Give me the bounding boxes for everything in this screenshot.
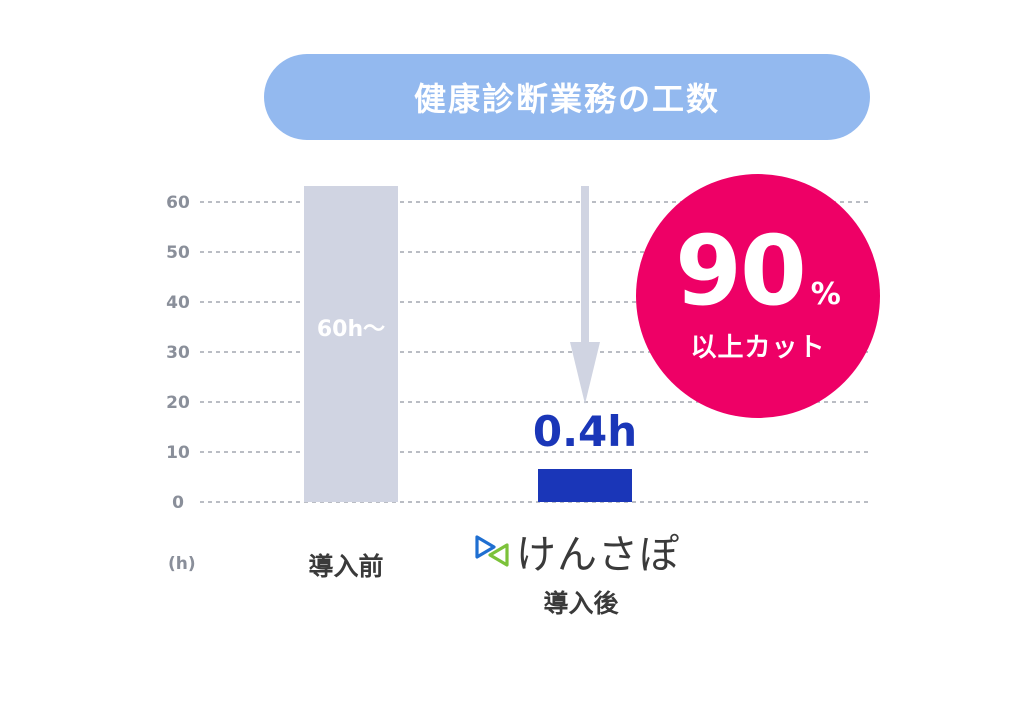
y-tick-label: 10 xyxy=(166,443,190,463)
kensapo-logo: けんさぽ xyxy=(474,528,680,578)
chart-title: 健康診断業務の工数 xyxy=(413,80,720,118)
y-tick-label: 0 xyxy=(172,493,184,513)
bar-value-label-after: 0.4h xyxy=(533,407,637,456)
category-label-before: 導入前 xyxy=(308,552,383,581)
bars xyxy=(304,186,632,502)
badge-value: 90 xyxy=(675,214,807,327)
bar-labels: 60h〜 0.4h xyxy=(317,317,637,456)
y-tick-label: 50 xyxy=(166,243,190,263)
chart-title-pill: 健康診断業務の工数 xyxy=(264,54,870,140)
badge-text: 以上カット xyxy=(690,332,826,363)
badge-unit: % xyxy=(810,276,841,312)
bar-after xyxy=(538,469,632,502)
y-tick-label: 60 xyxy=(166,193,190,213)
category-label-after: 導入後 xyxy=(543,589,619,618)
arrow-head xyxy=(570,342,600,404)
y-tick-label: 30 xyxy=(166,343,190,363)
y-tick-label: 20 xyxy=(166,393,190,413)
bar-before xyxy=(304,186,398,502)
logo-text: けんさぽ xyxy=(516,532,680,578)
play-triangle-logo-icon xyxy=(475,535,509,567)
y-axis-ticks: 0 10 20 30 40 50 60 xyxy=(166,193,190,513)
reduction-arrow xyxy=(570,186,600,404)
y-tick-label: 40 xyxy=(166,293,190,313)
bar-value-label-before: 60h〜 xyxy=(317,317,385,342)
reduction-badge: 90 % 以上カット xyxy=(636,174,880,418)
unit-label: (h) xyxy=(168,554,196,574)
